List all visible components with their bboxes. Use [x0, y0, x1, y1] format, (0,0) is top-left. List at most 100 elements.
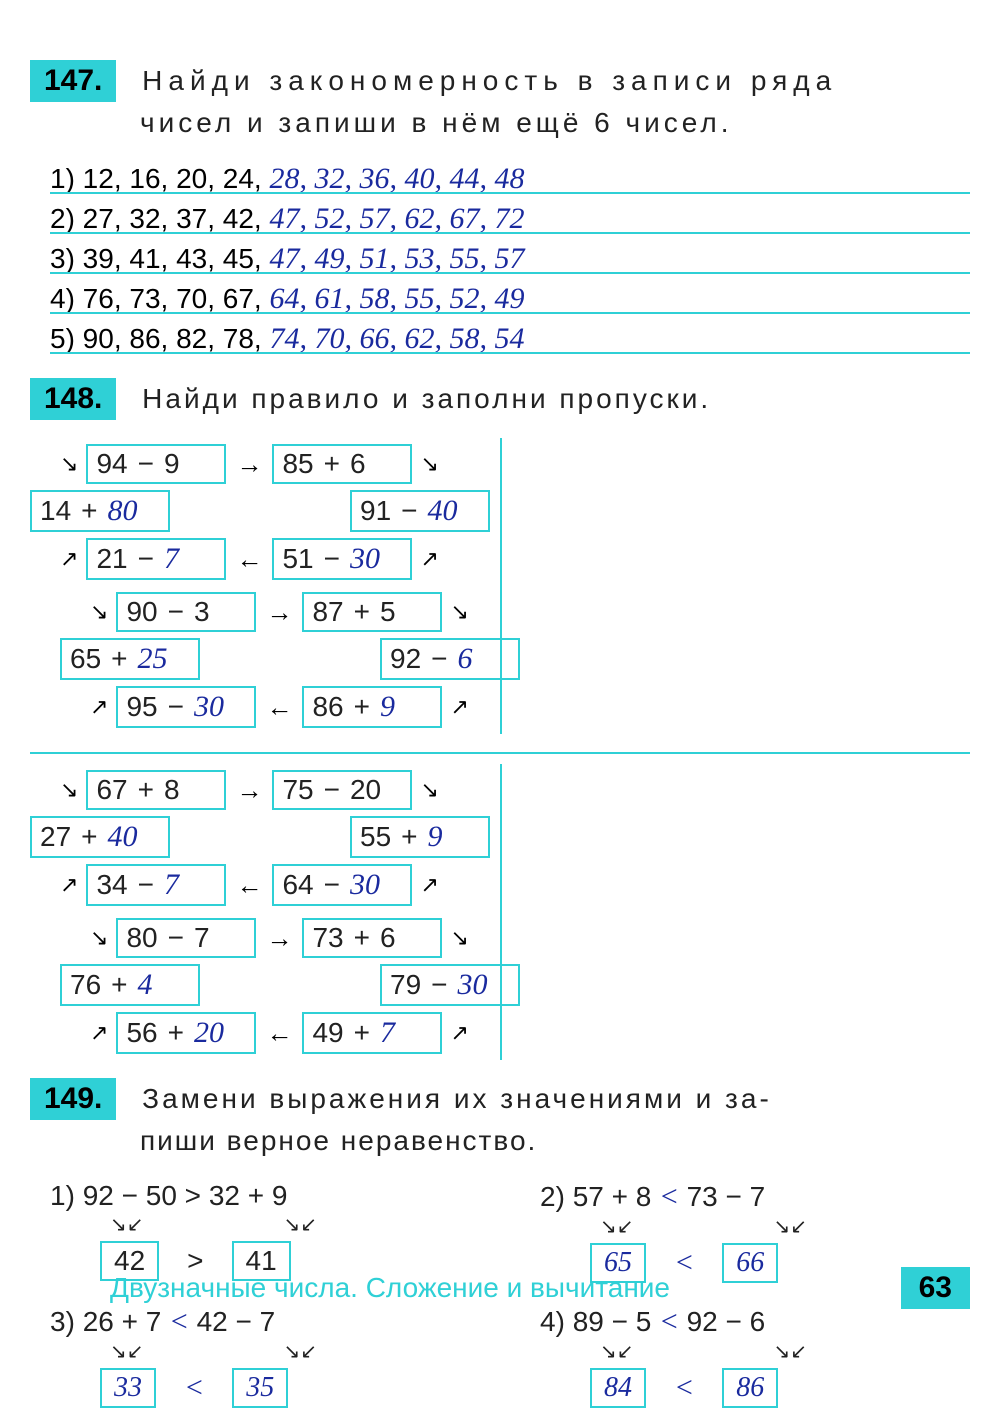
q147-row: 5) 90, 86, 82, 78, 74, 70, 66, 62, 58, 5… [50, 322, 970, 356]
chain-cell: 67+8 [86, 770, 226, 810]
arrow-curve-icon: ↘ [90, 925, 108, 951]
arrow-curve-icon: ↘ [450, 599, 468, 625]
chain-cell: 56+20 [116, 1012, 256, 1054]
comparator-result: < [184, 1371, 204, 1405]
chain-cell: 49+7 [302, 1012, 442, 1054]
page-number: 63 [901, 1267, 970, 1309]
result-box: 86 [722, 1368, 778, 1408]
comparator-result: < [674, 1371, 694, 1405]
chain-cell: 73+6 [302, 918, 442, 958]
q147-row: 2) 27, 32, 37, 42, 47, 52, 57, 62, 67, 7… [50, 202, 970, 236]
arrow-curve-icon: ↗ [60, 546, 78, 572]
chain-cell: 34−7 [86, 864, 226, 906]
q147-row: 4) 76, 73, 70, 67, 64, 61, 58, 55, 52, 4… [50, 282, 970, 316]
chain-cell: 21−7 [86, 538, 226, 580]
q148-area: ↘ 94−9 → 85+6 ↘ 14+80 91−40 ↗ 21−7 ← 51−30 ↗ ↘ 90−3 → 8… [30, 438, 970, 1060]
page: 147. Найди закономерность в записи ряда … [0, 0, 1000, 1323]
q147-given: 3) 39, 41, 43, 45, [50, 243, 270, 274]
q149-expression: 3) 26 + 7 < 42 − 7 [50, 1305, 480, 1339]
arrow-left-icon: ← [264, 1018, 294, 1049]
chain-cell: 94−9 [86, 444, 226, 484]
arrow-curve-icon: ↘ [60, 777, 78, 803]
chain-cell: 86+9 [302, 686, 442, 728]
q149-prompt-2: пиши верное неравенство. [140, 1120, 970, 1162]
arrow-down-icon: ↘↙ [284, 1339, 318, 1364]
chain-cell: 27+40 [30, 816, 170, 858]
arrow-left-icon: ← [234, 544, 264, 575]
arrow-right-icon: → [234, 775, 264, 806]
arrow-down-icon: ↘↙ [774, 1339, 808, 1364]
page-footer: Двузначные числа. Сложение и вычитание 6… [0, 1267, 1000, 1309]
arrow-down-icon: ↘↙ [774, 1214, 808, 1239]
comparator: > [177, 1180, 209, 1211]
arrow-curve-icon: ↗ [90, 1020, 108, 1046]
footer-title: Двузначные числа. Сложение и вычитание [110, 1272, 670, 1304]
result-box: 84 [590, 1368, 646, 1408]
q148-prompt: Найди правило и заполни пропуски. [142, 383, 711, 414]
arrow-curve-icon: ↗ [90, 694, 108, 720]
q149-expression: 4) 89 − 5 < 92 − 6 [540, 1305, 970, 1339]
arrow-curve-icon: ↗ [450, 694, 468, 720]
q149-result-row: 33 <35 [100, 1368, 480, 1408]
chain-cell: 91−40 [350, 490, 490, 532]
chain-cell: 79−30 [380, 964, 520, 1006]
arrow-curve-icon: ↘ [450, 925, 468, 951]
chain-cell: 80−7 [116, 918, 256, 958]
q147-given: 4) 76, 73, 70, 67, [50, 283, 270, 314]
q147-prompt-2: чисел и запиши в нём ещё 6 чисел. [140, 102, 970, 144]
chain-cell: 90−3 [116, 592, 256, 632]
q147-answer: 47, 52, 57, 62, 67, 72 [270, 202, 525, 235]
chain-cell: 65+25 [60, 638, 200, 680]
q147-given: 5) 90, 86, 82, 78, [50, 323, 270, 354]
q147-row: 1) 12, 16, 20, 24, 28, 32, 36, 40, 44, 4… [50, 162, 970, 196]
result-box: 33 [100, 1368, 156, 1408]
arrow-left-icon: ← [264, 692, 294, 723]
arrow-curve-icon: ↘ [420, 777, 438, 803]
question-148: 148. Найди правило и заполни пропуски. [30, 378, 970, 420]
q149-prompt-1: Замени выражения их значениями и за- [142, 1083, 772, 1114]
question-147: 147. Найди закономерность в записи ряда … [30, 60, 970, 144]
chain-cell: 95−30 [116, 686, 256, 728]
q147-answer: 64, 61, 58, 55, 52, 49 [270, 282, 525, 315]
arrow-curve-icon: ↗ [60, 872, 78, 898]
q149-result-row: 84 <86 [590, 1368, 970, 1408]
arrow-down-icon: ↘↙ [600, 1214, 634, 1239]
q147-given: 1) 12, 16, 20, 24, [50, 163, 270, 194]
arrow-curve-icon: ↗ [420, 872, 438, 898]
comparator: < [651, 1180, 686, 1213]
q147-prompt-1: Найди закономерность в записи ряда [142, 65, 837, 96]
question-149: 149. Замени выражения их значениями и за… [30, 1078, 970, 1162]
q147-answer: 74, 70, 66, 62, 58, 54 [270, 322, 525, 355]
chain-cell: 14+80 [30, 490, 170, 532]
chain-cell: 85+6 [272, 444, 412, 484]
q147-answer: 28, 32, 36, 40, 44, 48 [270, 162, 525, 195]
arrow-curve-icon: ↗ [420, 546, 438, 572]
question-number-147: 147. [30, 60, 116, 102]
arrow-down-icon: ↘↙ [110, 1212, 144, 1237]
chain-cell: 51−30 [272, 538, 412, 580]
arrow-right-icon: → [234, 449, 264, 480]
arrow-curve-icon: ↗ [450, 1020, 468, 1046]
chain-cell: 76+4 [60, 964, 200, 1006]
comparator: < [651, 1305, 686, 1338]
q147-row: 3) 39, 41, 43, 45, 47, 49, 51, 53, 55, 5… [50, 242, 970, 276]
arrow-right-icon: → [264, 923, 294, 954]
arrow-down-icon: ↘↙ [110, 1339, 144, 1364]
arrow-curve-icon: ↘ [60, 451, 78, 477]
comparator: < [161, 1305, 196, 1338]
result-box: 35 [232, 1368, 288, 1408]
chain-cell: 75−20 [272, 770, 412, 810]
chain-cell: 64−30 [272, 864, 412, 906]
question-number-149: 149. [30, 1078, 116, 1120]
arrow-right-icon: → [264, 597, 294, 628]
q147-rows: 1) 12, 16, 20, 24, 28, 32, 36, 40, 44, 4… [30, 162, 970, 356]
q149-expression: 1) 92 − 50 > 32 + 9 [50, 1180, 480, 1212]
arrow-curve-icon: ↘ [420, 451, 438, 477]
arrow-down-icon: ↘↙ [600, 1339, 634, 1364]
q147-given: 2) 27, 32, 37, 42, [50, 203, 270, 234]
chain-cell: 92−6 [380, 638, 520, 680]
chain-cell: 55+9 [350, 816, 490, 858]
question-number-148: 148. [30, 378, 116, 420]
q149-expression: 2) 57 + 8 < 73 − 7 [540, 1180, 970, 1214]
chain-cell: 87+5 [302, 592, 442, 632]
